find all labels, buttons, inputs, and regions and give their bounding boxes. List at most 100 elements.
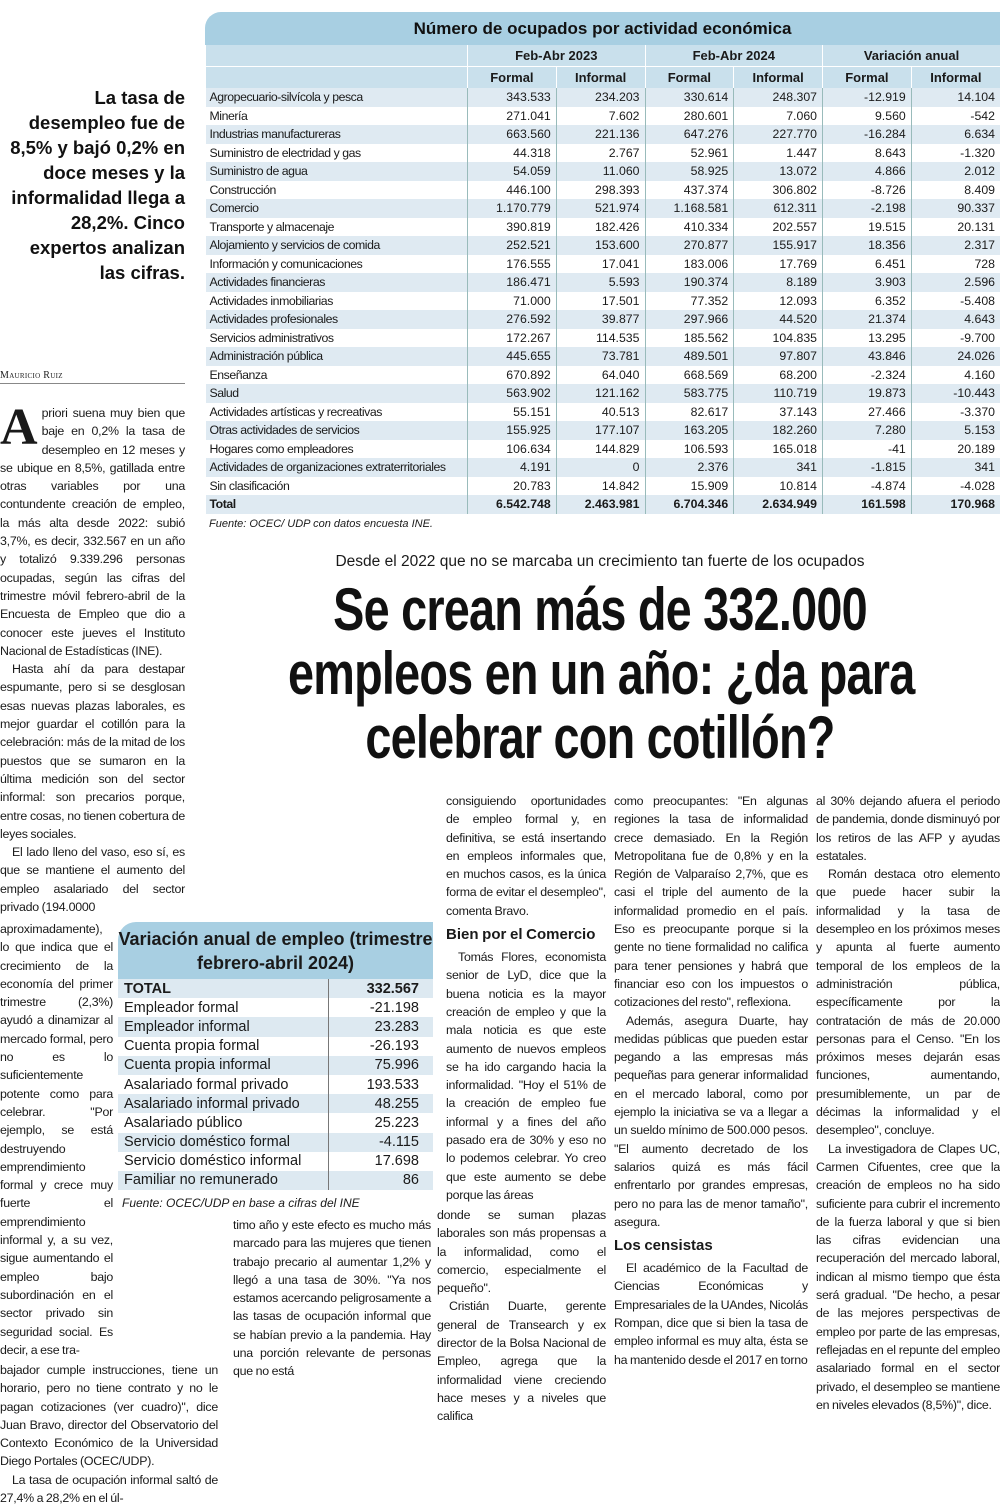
cell-value: 410.334: [645, 218, 734, 237]
cell-value: 82.617: [645, 403, 734, 422]
row-label: Agropecuario-silvícola y pesca: [206, 88, 468, 107]
cell-value: 114.535: [556, 329, 645, 348]
cell-value: -9.700: [911, 329, 1000, 348]
row-label: Minería: [206, 107, 468, 126]
cell-value: -2.198: [823, 199, 912, 218]
article-col3-top: consiguiendo oportunidades de empleo for…: [446, 792, 606, 1204]
cell-value: 3.903: [823, 273, 912, 292]
paragraph: Hasta ahí da para destapar espumante, pe…: [0, 660, 185, 843]
row-label: Actividades profesionales: [206, 310, 468, 329]
subhead: Los censistas: [614, 1235, 808, 1257]
table-row: Servicio doméstico formal-4.115: [118, 1133, 433, 1152]
cell-value: 728: [911, 255, 1000, 274]
subhead: Bien por el Comercio: [446, 924, 606, 946]
row-label: Empleador informal: [118, 1017, 328, 1036]
row-label: Servicio doméstico formal: [118, 1133, 328, 1152]
header-blank: [206, 45, 468, 67]
cell-value: 7.060: [734, 107, 823, 126]
row-value: 17.698: [328, 1152, 433, 1171]
cell-value: 144.829: [556, 440, 645, 459]
row-label: Servicios administrativos: [206, 329, 468, 348]
table-row: Actividades de organizaciones extraterri…: [206, 458, 1000, 477]
row-label: Industrias manufactureras: [206, 125, 468, 144]
cell-value: 4.191: [468, 458, 557, 477]
cell-value: 563.902: [468, 384, 557, 403]
row-value: 86: [328, 1171, 433, 1190]
cell-value: 6.542.748: [468, 495, 557, 514]
cell-value: 8.409: [911, 181, 1000, 200]
cell-value: 19.515: [823, 218, 912, 237]
cell-value: 17.501: [556, 292, 645, 311]
cell-value: 77.352: [645, 292, 734, 311]
row-label: Comercio: [206, 199, 468, 218]
cell-value: 489.501: [645, 347, 734, 366]
cell-value: 190.374: [645, 273, 734, 292]
table-source: Fuente: OCEC/ UDP con datos encuesta INE…: [205, 518, 1000, 530]
cell-value: 271.041: [468, 107, 557, 126]
table-row: Cuenta propia formal-26.193: [118, 1037, 433, 1056]
cell-value: 27.466: [823, 403, 912, 422]
cell-value: 330.614: [645, 88, 734, 107]
group-header: Variación anual: [823, 45, 1000, 67]
cell-value: 14.104: [911, 88, 1000, 107]
cell-value: 155.925: [468, 421, 557, 440]
column-header: Formal: [823, 67, 912, 89]
cell-value: 182.426: [556, 218, 645, 237]
cell-value: 4.643: [911, 310, 1000, 329]
cell-value: 172.267: [468, 329, 557, 348]
row-value: 75.996: [328, 1056, 433, 1075]
paragraph: aproximadamente), lo que indica que el c…: [0, 920, 113, 1359]
row-label: Hogares como empleadores: [206, 440, 468, 459]
article-col5: al 30% dejando afuera el periodo de pand…: [816, 792, 1000, 1414]
headline: Se crean más de 332.000 empleos en un añ…: [200, 578, 1000, 770]
cell-value: 24.026: [911, 347, 1000, 366]
drop-cap: A: [0, 406, 38, 450]
row-label: Administración pública: [206, 347, 468, 366]
cell-value: 6.634: [911, 125, 1000, 144]
cell-value: 17.769: [734, 255, 823, 274]
byline: Mauricio Ruiz: [0, 370, 185, 384]
row-value: -26.193: [328, 1037, 433, 1056]
row-label: Construcción: [206, 181, 468, 200]
paragraph: Además, asegura Duarte, hay medidas públ…: [614, 1012, 808, 1232]
cell-value: -3.370: [911, 403, 1000, 422]
cell-value: -8.726: [823, 181, 912, 200]
cell-value: 21.374: [823, 310, 912, 329]
table-title: Número de ocupados por actividad económi…: [205, 12, 1000, 45]
cell-value: 170.968: [911, 495, 1000, 514]
cell-value: -5.408: [911, 292, 1000, 311]
headline-line: empleos en un año: ¿da para: [288, 642, 912, 706]
cell-value: 6.704.346: [645, 495, 734, 514]
cell-value: 343.533: [468, 88, 557, 107]
cell-value: -2.324: [823, 366, 912, 385]
cell-value: 306.802: [734, 181, 823, 200]
row-label: TOTAL: [118, 979, 328, 998]
cell-value: 17.041: [556, 255, 645, 274]
row-label: Servicio doméstico informal: [118, 1152, 328, 1171]
table-title: Variación anual de empleo (trimestre feb…: [118, 922, 433, 979]
column-header: Formal: [645, 67, 734, 89]
row-label: Información y comunicaciones: [206, 255, 468, 274]
cell-value: -16.284: [823, 125, 912, 144]
article-col1-bottom: bajador cumple instrucciones, tiene un h…: [0, 1361, 218, 1507]
cell-value: -542: [911, 107, 1000, 126]
kicker: Desde el 2022 que no se marcaba un creci…: [230, 553, 970, 571]
cell-value: 20.189: [911, 440, 1000, 459]
cell-value: 177.107: [556, 421, 645, 440]
cell-value: 5.153: [911, 421, 1000, 440]
cell-value: 221.136: [556, 125, 645, 144]
table-source: Fuente: OCEC/UDP en base a cifras del IN…: [118, 1196, 433, 1210]
row-label: Otras actividades de servicios: [206, 421, 468, 440]
